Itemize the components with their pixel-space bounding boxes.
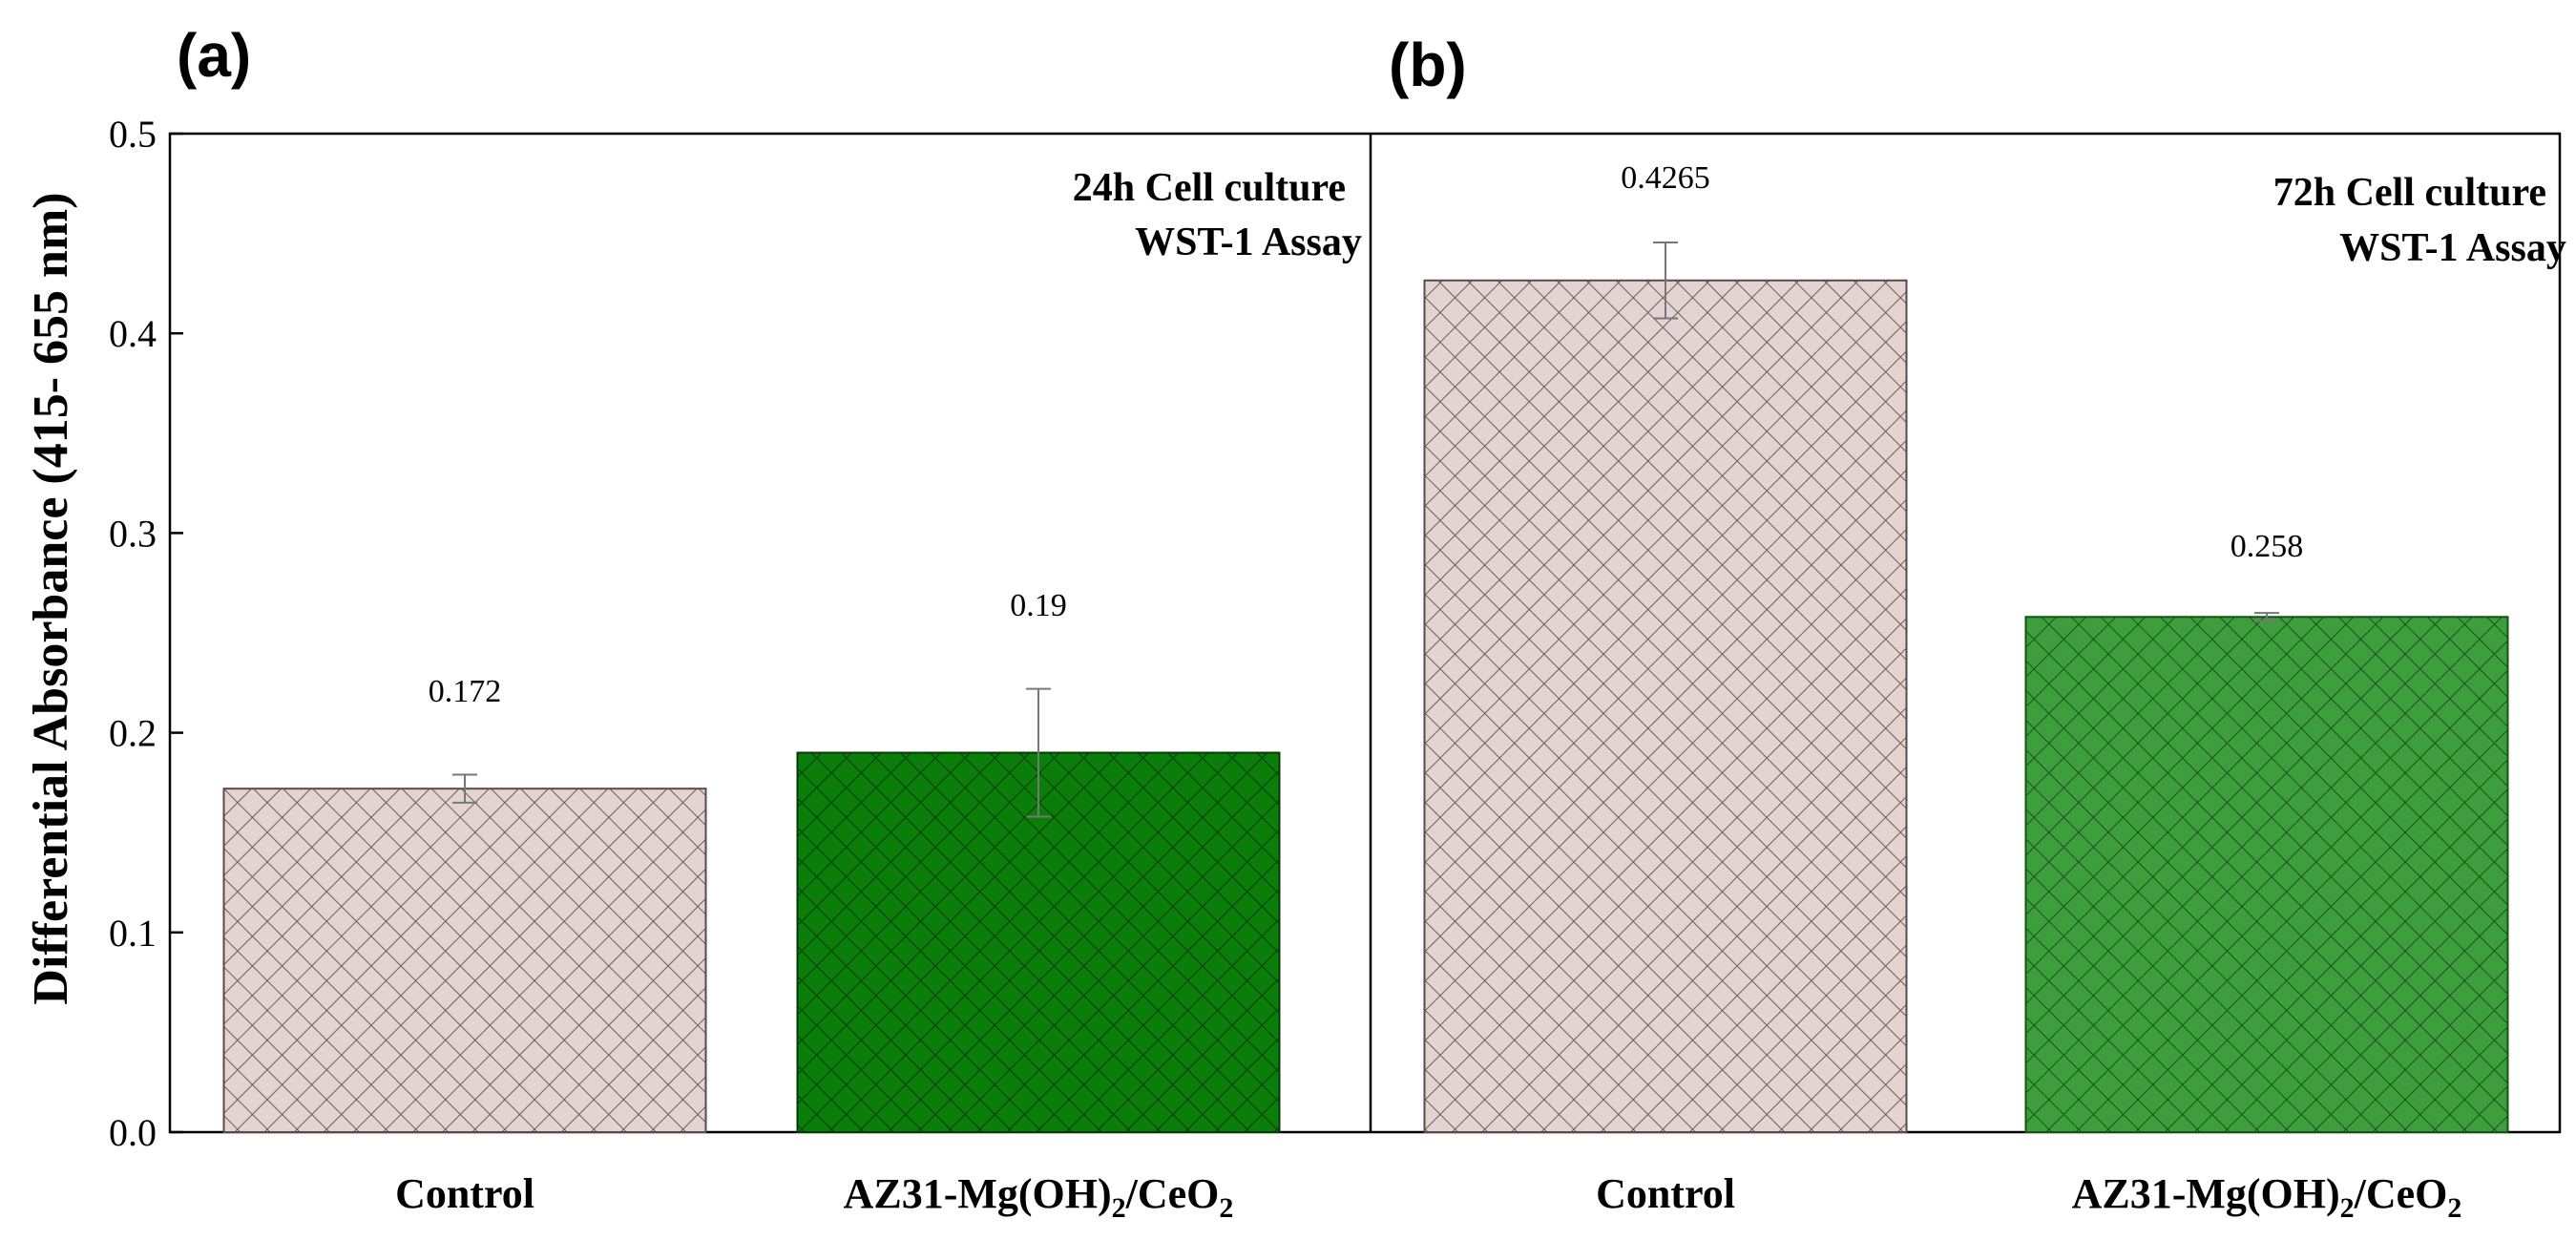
- x-label-b-az31-sub2: 2: [2447, 1192, 2461, 1224]
- bar: [1423, 279, 1908, 1133]
- value-label-a-az31: 0.19: [1010, 588, 1067, 623]
- x-label-b-az31-main: AZ31-Mg(OH): [2072, 1170, 2340, 1217]
- x-label-b-control: Control: [1596, 1170, 1735, 1217]
- annotation-b-line2: WST-1 Assay: [2339, 226, 2566, 270]
- value-label-b-control: 0.4265: [1621, 160, 1710, 196]
- value-label-a-control: 0.172: [429, 674, 502, 709]
- annotation-b-line1: 72h Cell culture: [2273, 171, 2546, 215]
- bar: [2024, 616, 2509, 1133]
- y-tick-label: 0.1: [109, 912, 157, 955]
- x-label-a-control: Control: [395, 1170, 534, 1217]
- x-label-a-az31-sub1: 2: [1112, 1192, 1126, 1224]
- error-bar: [1653, 242, 1678, 320]
- y-axis-ticks: 0.0 0.1 0.2 0.3 0.4 0.5: [109, 113, 183, 1154]
- y-tick-label: 0.2: [109, 712, 157, 755]
- y-tick-label: 0.3: [109, 512, 157, 555]
- panel-letter-a: (a): [177, 21, 251, 90]
- annotation-a-line1: 24h Cell culture: [1073, 166, 1346, 210]
- error-bar: [452, 773, 477, 804]
- annotation-a-line2: WST-1 Assay: [1135, 221, 1362, 264]
- x-label-a-az31-main: AZ31-Mg(OH): [844, 1170, 1112, 1217]
- x-label-a-az31-mid: /CeO: [1125, 1170, 1220, 1217]
- bars-group: [222, 242, 2509, 1134]
- error-bar: [2254, 612, 2279, 622]
- bar: [222, 788, 707, 1134]
- y-tick-label: 0.4: [109, 312, 157, 355]
- plot-frame: [168, 132, 2562, 1134]
- y-tick-label: 0.0: [109, 1111, 157, 1154]
- x-label-a-az31-sub2: 2: [1219, 1192, 1233, 1224]
- x-label-a-az31: AZ31-Mg(OH)2/CeO2: [844, 1170, 1234, 1224]
- x-label-b-az31-mid: /CeO: [2354, 1170, 2448, 1217]
- value-label-b-az31: 0.258: [2230, 529, 2304, 564]
- panel-letter-b: (b): [1389, 31, 1467, 99]
- x-label-b-az31: AZ31-Mg(OH)2/CeO2: [2072, 1170, 2462, 1224]
- error-bar: [1026, 687, 1051, 818]
- x-label-b-az31-sub1: 2: [2340, 1192, 2355, 1224]
- y-axis-title: Differential Absorbance (415- 655 nm): [24, 192, 78, 1004]
- y-tick-label: 0.5: [109, 113, 157, 156]
